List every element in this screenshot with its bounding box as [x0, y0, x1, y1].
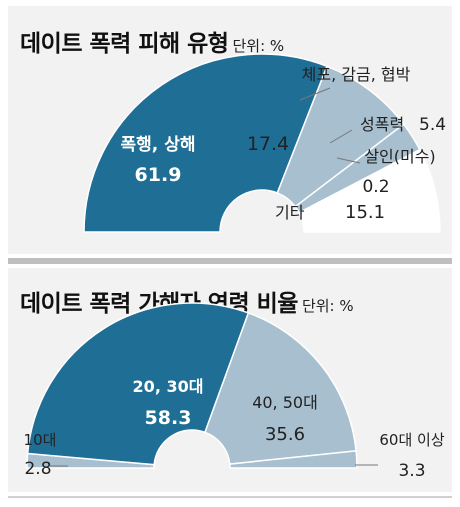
slice-value-체포-감금-협박: 17.4: [247, 133, 289, 155]
section-divider: [8, 258, 452, 264]
slice-label-10대: 10대: [24, 431, 57, 449]
slice-value-40-50대: 35.6: [265, 424, 305, 445]
chart-2-slices: [26, 302, 358, 469]
leader-line-성폭력: [329, 129, 353, 144]
slice-value-성폭력: 5.4: [419, 115, 446, 135]
slice-label-60대-이상: 60대 이상: [379, 431, 444, 449]
slice-value-60대-이상: 3.3: [398, 461, 425, 481]
slice-label-40-50대: 40, 50대: [252, 393, 318, 412]
bottom-rule: [8, 496, 452, 498]
slice-40-50대: [204, 311, 357, 465]
chart-title-victim-types: 데이트 폭력 피해 유형 단위: %: [20, 31, 285, 57]
slice-label-20-30대: 20, 30대: [133, 377, 204, 396]
slice-기타: [298, 149, 441, 233]
unit-label: 단위: %: [301, 297, 354, 315]
slice-value-20-30대: 58.3: [145, 407, 192, 429]
slice-20-30대: [26, 302, 250, 466]
unit-label: 단위: %: [232, 37, 285, 55]
slice-value-기타: 15.1: [345, 202, 385, 223]
slice-label-기타: 기타: [275, 203, 305, 222]
slice-value-폭행-상해: 61.9: [135, 164, 182, 186]
chart-1-slices: [83, 53, 441, 233]
slice-폭행-상해: [83, 53, 328, 233]
slice-label-살인-미수: 살인(미수): [364, 147, 435, 166]
leader-line-체포-감금-협박: [299, 87, 331, 101]
slice-label-폭행-상해: 폭행, 상해: [121, 135, 196, 155]
slice-value-살인-미수: 0.2: [362, 177, 389, 197]
slice-label-성폭력: 성폭력: [360, 115, 404, 134]
leader-line-살인-미수: [336, 157, 361, 164]
slice-value-10대: 2.8: [24, 459, 51, 479]
slice-60대-이상: [228, 450, 358, 469]
slice-label-체포-감금-협박: 체포, 감금, 협박: [302, 65, 411, 84]
